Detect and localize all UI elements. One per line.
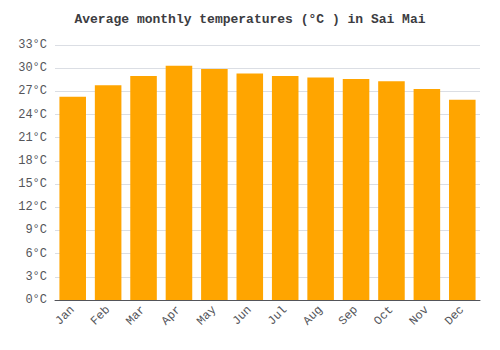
svg-text:30°C: 30°C xyxy=(18,61,47,75)
svg-text:15°C: 15°C xyxy=(18,177,47,191)
svg-text:Sep: Sep xyxy=(336,303,361,328)
svg-text:Jun: Jun xyxy=(230,303,255,328)
svg-text:12°C: 12°C xyxy=(18,200,47,214)
svg-text:Jul: Jul xyxy=(265,303,290,328)
svg-text:Apr: Apr xyxy=(159,303,184,328)
svg-text:Jan: Jan xyxy=(53,303,78,328)
svg-text:May: May xyxy=(194,303,219,328)
svg-text:Aug: Aug xyxy=(300,303,325,328)
svg-text:Dec: Dec xyxy=(442,303,467,328)
svg-text:27°C: 27°C xyxy=(18,84,47,98)
svg-text:21°C: 21°C xyxy=(18,131,47,145)
svg-text:24°C: 24°C xyxy=(18,108,47,122)
svg-text:Nov: Nov xyxy=(407,303,432,328)
svg-text:18°C: 18°C xyxy=(18,154,47,168)
svg-text:6°C: 6°C xyxy=(25,247,47,261)
svg-text:9°C: 9°C xyxy=(25,223,47,237)
svg-text:33°C: 33°C xyxy=(18,38,47,52)
svg-text:Mar: Mar xyxy=(123,303,148,328)
svg-text:3°C: 3°C xyxy=(25,270,47,284)
svg-text:0°C: 0°C xyxy=(25,293,47,307)
svg-text:Average monthly temperatures (: Average monthly temperatures (°C ) in Sa… xyxy=(74,12,425,27)
svg-text:Oct: Oct xyxy=(371,303,396,328)
svg-text:Feb: Feb xyxy=(88,303,113,328)
